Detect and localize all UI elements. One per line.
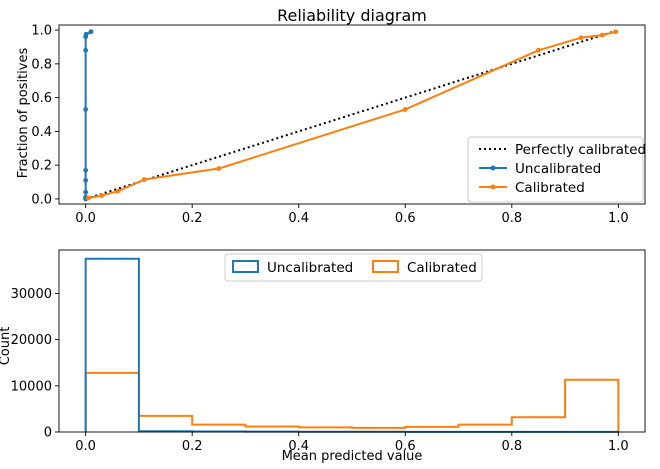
reliability-y-tick-label: 0.4 [31, 125, 52, 140]
y-axis-label-count: Count [0, 327, 13, 366]
reliability-legend: Perfectly calibrated Uncalibrated Calibr… [467, 136, 646, 203]
reliability-x-tick-label: 0.4 [288, 211, 309, 226]
reliability-x-tick-label: 0.8 [501, 211, 522, 226]
legend-swatch-uncalibrated [232, 260, 259, 273]
reliability-x-tick-label: 1.0 [608, 211, 629, 226]
histogram-x-tick-label: 0.6 [395, 439, 416, 454]
histogram-y-tick-label: 0 [44, 426, 52, 441]
calibrated-point [613, 29, 619, 35]
uncalibrated-point [83, 107, 89, 112]
calibrated-point [402, 107, 408, 112]
legend-frame [224, 253, 483, 282]
calibrated-histogram-step [84, 371, 620, 432]
calibrated-point [578, 35, 584, 41]
legend-label-calibrated: Calibrated [407, 260, 477, 276]
legend-swatch-calibrated [372, 260, 399, 273]
histogram-x-tick-label: 0.0 [75, 439, 96, 454]
histogram-legend: Uncalibrated Calibrated [224, 253, 483, 282]
legend-label-perfect: Perfectly calibrated [515, 142, 646, 158]
calibrated-point [216, 166, 222, 171]
calibrated-point [115, 188, 120, 194]
legend-label-calibrated: Calibrated [515, 180, 585, 196]
reliability-plot-area: 0.0 0.2 0.4 0.6 0.8 1.0 0.0 0.2 0.4 0.6 0.8 1.0 [31, 24, 646, 226]
legend-label-uncalibrated: Uncalibrated [515, 161, 601, 177]
reliability-y-tick-label: 0.8 [31, 57, 52, 72]
legend-marker-uncalibrated [490, 165, 496, 171]
calibrated-point [85, 195, 91, 201]
histogram-x-tick-label: 1.0 [608, 439, 629, 454]
uncalibrated-point [88, 29, 94, 35]
chart-title: Reliability diagram [277, 6, 427, 25]
legend-label-uncalibrated: Uncalibrated [267, 260, 353, 276]
calibrated-point [99, 193, 105, 198]
calibrated-line [88, 30, 616, 200]
calibrated-point [536, 47, 541, 53]
uncalibrated-point [83, 177, 89, 183]
reliability-axes-frame [58, 24, 646, 205]
uncalibrated-point [83, 47, 89, 53]
reliability-x-tick-label: 0.0 [75, 211, 96, 226]
calibrated-point [141, 177, 147, 182]
x-axis-label: Mean predicted value [282, 449, 423, 464]
reliability-y-tick-label: 0.0 [31, 192, 52, 207]
uncalibrated-point [83, 167, 89, 173]
histogram-x-tick-label: 0.4 [288, 439, 309, 454]
legend-marker-calibrated [490, 184, 496, 190]
reliability-y-tick-label: 1.0 [31, 24, 52, 39]
reliability-y-tick-label: 0.6 [31, 91, 52, 106]
histogram-y-tick-label: 30000 [11, 287, 52, 302]
histogram-plot-area: 0.0 0.2 0.4 0.6 0.8 1.0 0 10000 20000 30000 [11, 249, 646, 454]
uncalibrated-point [83, 31, 89, 37]
uncalibrated-histogram-step [84, 257, 620, 433]
histogram-y-tick-label: 20000 [11, 333, 52, 348]
histogram-y-tick-label: 10000 [11, 379, 52, 394]
reliability-panel: Reliability diagram Fraction of positive… [16, 6, 646, 226]
histogram-x-tick-label: 0.8 [501, 439, 522, 454]
calibrated-point [599, 32, 605, 38]
reliability-y-tick-label: 0.2 [31, 159, 52, 174]
histogram-panel: Count Mean predicted value 0.0 0.2 0.4 0.6 0… [0, 249, 646, 464]
histogram-x-tick-label: 0.2 [182, 439, 203, 454]
reliability-x-tick-label: 0.6 [395, 211, 416, 226]
uncalibrated-point [83, 189, 89, 195]
reliability-x-tick-label: 0.2 [182, 211, 203, 226]
legend-frame [467, 136, 644, 203]
uncalibrated-line [84, 30, 92, 199]
perfect-calibration-line [85, 29, 619, 200]
y-axis-label: Fraction of positives [16, 48, 31, 179]
histogram-axes-frame [58, 249, 646, 433]
